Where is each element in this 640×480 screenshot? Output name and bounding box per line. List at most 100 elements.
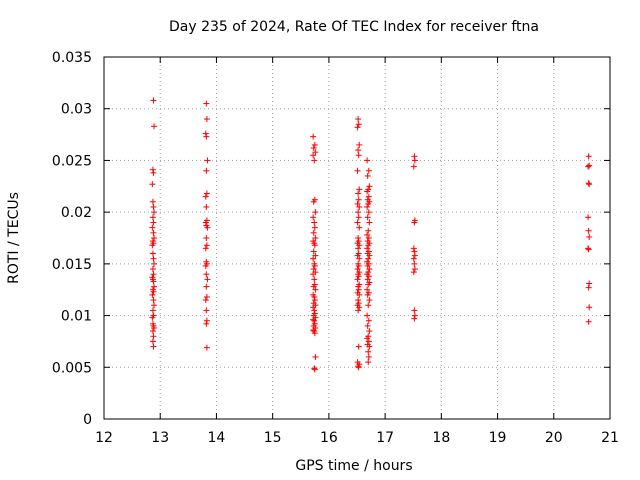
data-point	[311, 242, 318, 249]
data-point	[149, 307, 156, 314]
data-point	[203, 116, 210, 123]
y-tick-label: 0	[83, 412, 92, 428]
data-point	[150, 333, 157, 340]
x-tick-label: 14	[208, 430, 226, 446]
data-point	[150, 343, 157, 350]
data-point	[364, 291, 371, 298]
plot-frame	[103, 56, 611, 420]
data-point	[356, 186, 363, 193]
data-point	[203, 203, 210, 210]
data-point	[365, 200, 372, 207]
data-point	[203, 133, 210, 140]
data-point	[149, 328, 156, 335]
data-point	[365, 273, 372, 280]
data-point	[585, 163, 592, 170]
data-point	[311, 276, 318, 283]
data-point	[355, 196, 362, 203]
data-point	[355, 283, 362, 290]
data-point	[310, 198, 317, 205]
data-point	[411, 307, 418, 314]
x-tick-labels: 12 13 14 15 16 17 18 19 20 21	[95, 430, 619, 446]
data-point	[354, 167, 361, 174]
data-point	[149, 242, 156, 249]
data-point	[411, 315, 418, 322]
data-point	[365, 209, 372, 216]
data-point	[365, 193, 372, 200]
data-point	[365, 242, 372, 249]
data-point	[312, 235, 319, 241]
data-point	[310, 152, 317, 159]
data-point	[202, 245, 209, 252]
data-point	[365, 317, 372, 324]
data-point	[411, 153, 418, 160]
data-point	[310, 271, 317, 278]
data-point	[203, 167, 210, 174]
y-tick-label: 0.015	[52, 257, 92, 273]
data-point	[151, 260, 158, 267]
data-point	[365, 235, 372, 241]
data-point	[355, 343, 362, 350]
data-point	[311, 307, 318, 314]
data-point	[354, 219, 361, 226]
data-point	[312, 149, 319, 156]
data-point	[585, 318, 592, 325]
data-point	[311, 224, 318, 231]
data-point	[364, 172, 371, 179]
data-point	[151, 235, 158, 241]
data-point	[356, 224, 363, 231]
data-point	[311, 317, 318, 324]
data-point	[203, 242, 210, 249]
data-point	[364, 214, 371, 221]
data-point	[366, 266, 373, 273]
data-point	[585, 180, 592, 187]
axis-ticks	[103, 56, 611, 420]
data-point	[355, 121, 362, 128]
data-point	[365, 338, 372, 345]
data-point	[355, 116, 362, 123]
y-tick-label: 0.03	[61, 102, 92, 118]
data-point	[310, 133, 317, 140]
data-point	[410, 255, 417, 262]
data-point	[355, 307, 362, 314]
data-point	[149, 250, 156, 257]
x-tick-label: 12	[95, 430, 113, 446]
data-point	[365, 353, 372, 360]
data-points	[149, 97, 593, 373]
data-point	[149, 224, 156, 231]
data-point	[355, 214, 362, 221]
data-point	[366, 252, 373, 259]
data-point	[150, 288, 157, 295]
data-point	[311, 366, 318, 373]
data-point	[203, 317, 210, 324]
y-tick-label: 0.01	[61, 309, 92, 325]
x-tick-label: 16	[320, 430, 338, 446]
data-point	[354, 124, 361, 131]
data-point	[355, 245, 362, 252]
data-point	[310, 327, 317, 334]
data-point	[356, 203, 363, 210]
data-point	[204, 224, 211, 231]
data-point	[149, 338, 156, 345]
data-point	[364, 157, 371, 164]
data-point	[149, 314, 156, 321]
data-point	[364, 231, 371, 238]
data-point	[410, 245, 417, 252]
x-tick-label: 20	[545, 430, 563, 446]
data-point	[149, 266, 156, 273]
data-point	[356, 141, 363, 148]
data-point	[310, 145, 317, 152]
data-point	[586, 280, 593, 287]
data-point	[311, 365, 318, 372]
data-point	[410, 269, 417, 276]
data-point	[202, 219, 209, 226]
data-point	[310, 214, 317, 221]
data-point	[364, 335, 371, 342]
data-point	[311, 330, 318, 337]
data-point	[364, 188, 371, 195]
y-tick-label: 0.035	[52, 50, 92, 66]
data-point	[586, 304, 593, 311]
data-point	[203, 293, 210, 300]
data-point	[311, 157, 318, 164]
data-point	[366, 297, 373, 304]
data-point	[203, 320, 210, 327]
